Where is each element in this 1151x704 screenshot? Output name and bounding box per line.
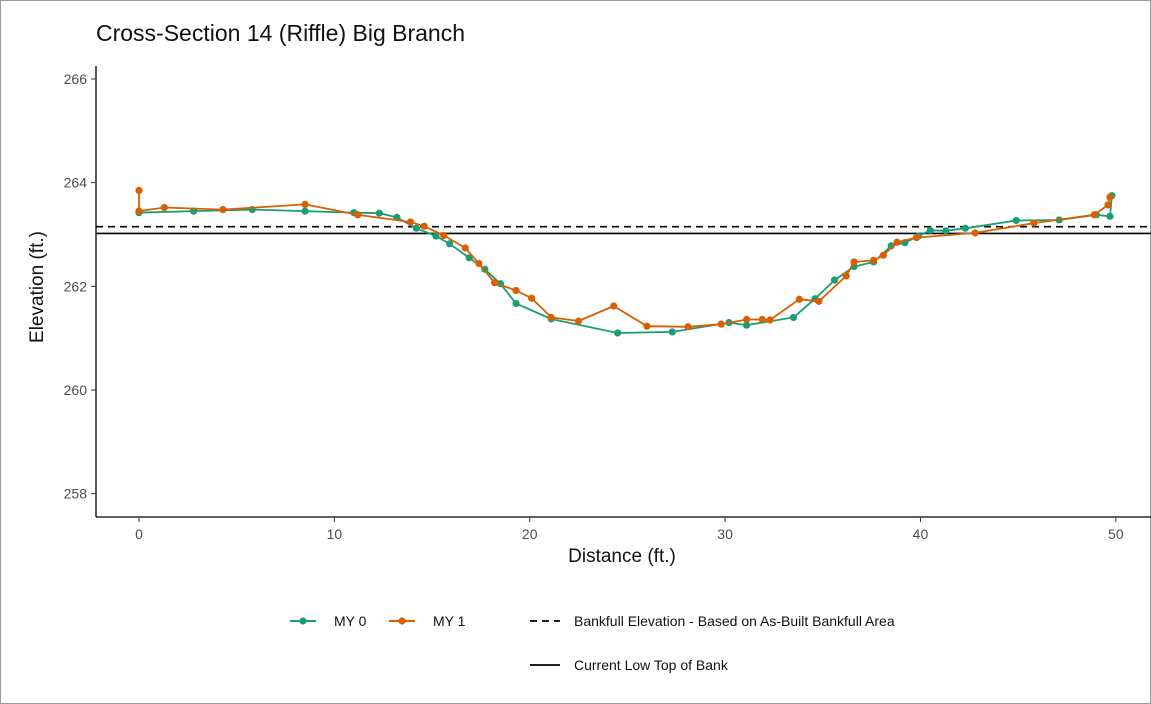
y-tick-label: 258 xyxy=(64,486,88,502)
legend-key-my1-point xyxy=(398,617,406,625)
data-point-my1 xyxy=(879,251,887,259)
data-point-my1 xyxy=(893,238,901,246)
data-point-my1 xyxy=(160,203,168,212)
legend-label-my1: MY 1 xyxy=(433,613,466,629)
legend-label-bankfull: Bankfull Elevation - Based on As-Built B… xyxy=(574,613,895,629)
data-point-my1 xyxy=(766,316,774,324)
data-point-my1 xyxy=(475,259,483,268)
data-point-my0 xyxy=(1106,212,1114,220)
data-point-my1 xyxy=(795,295,803,303)
x-tick-label: 0 xyxy=(135,526,143,542)
data-point-my1 xyxy=(869,256,878,264)
data-point-my1 xyxy=(135,207,143,215)
legend-label-low-top-of-bank: Current Low Top of Bank xyxy=(574,657,729,673)
x-axis-label: Distance (ft.) xyxy=(568,546,676,567)
data-point-my1 xyxy=(219,205,227,214)
data-point-my1 xyxy=(301,200,309,209)
data-point-my0 xyxy=(830,276,839,284)
data-point-my0 xyxy=(942,227,950,235)
data-point-my0 xyxy=(926,226,934,234)
y-tick-label: 262 xyxy=(64,278,88,294)
data-point-my1 xyxy=(1030,219,1038,227)
data-point-my1 xyxy=(528,294,536,302)
x-tick-label: 30 xyxy=(717,526,733,542)
data-point-my1 xyxy=(610,302,618,310)
data-point-my0 xyxy=(887,242,895,250)
data-point-my1 xyxy=(420,222,428,230)
x-tick-label: 20 xyxy=(522,526,538,542)
data-point-my0 xyxy=(301,207,309,215)
x-tick-label: 50 xyxy=(1108,526,1124,542)
data-point-my1 xyxy=(461,244,469,252)
data-point-my1 xyxy=(758,315,766,324)
data-point-my0 xyxy=(465,254,473,262)
data-point-my1 xyxy=(842,272,850,280)
data-point-my1 xyxy=(135,186,143,195)
data-point-my1 xyxy=(1090,211,1098,219)
data-point-my1 xyxy=(643,322,651,330)
data-point-my1 xyxy=(512,286,520,295)
legend-key-my0-point xyxy=(299,617,307,625)
y-tick-label: 264 xyxy=(64,175,88,191)
chart-title: Cross-Section 14 (Riffle) Big Branch xyxy=(96,20,465,46)
data-point-my0 xyxy=(375,209,383,217)
y-tick-label: 260 xyxy=(64,382,88,398)
data-point-my0 xyxy=(961,224,969,232)
data-point-my0 xyxy=(742,321,751,329)
data-point-my0 xyxy=(789,313,798,322)
y-tick-label: 266 xyxy=(64,71,88,87)
data-point-my0 xyxy=(432,232,440,240)
data-point-my1 xyxy=(850,258,858,266)
data-point-my1 xyxy=(1106,193,1114,201)
legend-label-my0: MY 0 xyxy=(334,613,367,629)
data-point-my1 xyxy=(547,313,555,322)
data-point-my1 xyxy=(354,211,362,219)
data-point-my0 xyxy=(446,240,454,248)
x-tick-label: 40 xyxy=(913,526,929,542)
data-point-my0 xyxy=(512,299,520,308)
data-point-my1 xyxy=(574,317,583,325)
data-point-my0 xyxy=(1012,216,1020,225)
data-point-my1 xyxy=(815,297,823,305)
data-point-my1 xyxy=(912,233,921,242)
data-point-my1 xyxy=(1104,201,1112,209)
data-point-my1 xyxy=(490,279,499,287)
data-point-my1 xyxy=(440,231,448,240)
data-point-my0 xyxy=(668,328,676,336)
data-point-my1 xyxy=(742,315,751,324)
data-point-my1 xyxy=(971,229,979,237)
x-tick-label: 10 xyxy=(327,526,343,542)
data-point-my0 xyxy=(412,224,421,232)
data-point-my1 xyxy=(717,320,725,328)
data-point-my1 xyxy=(684,323,692,331)
data-point-my1 xyxy=(406,218,415,226)
data-point-my0 xyxy=(614,329,622,337)
